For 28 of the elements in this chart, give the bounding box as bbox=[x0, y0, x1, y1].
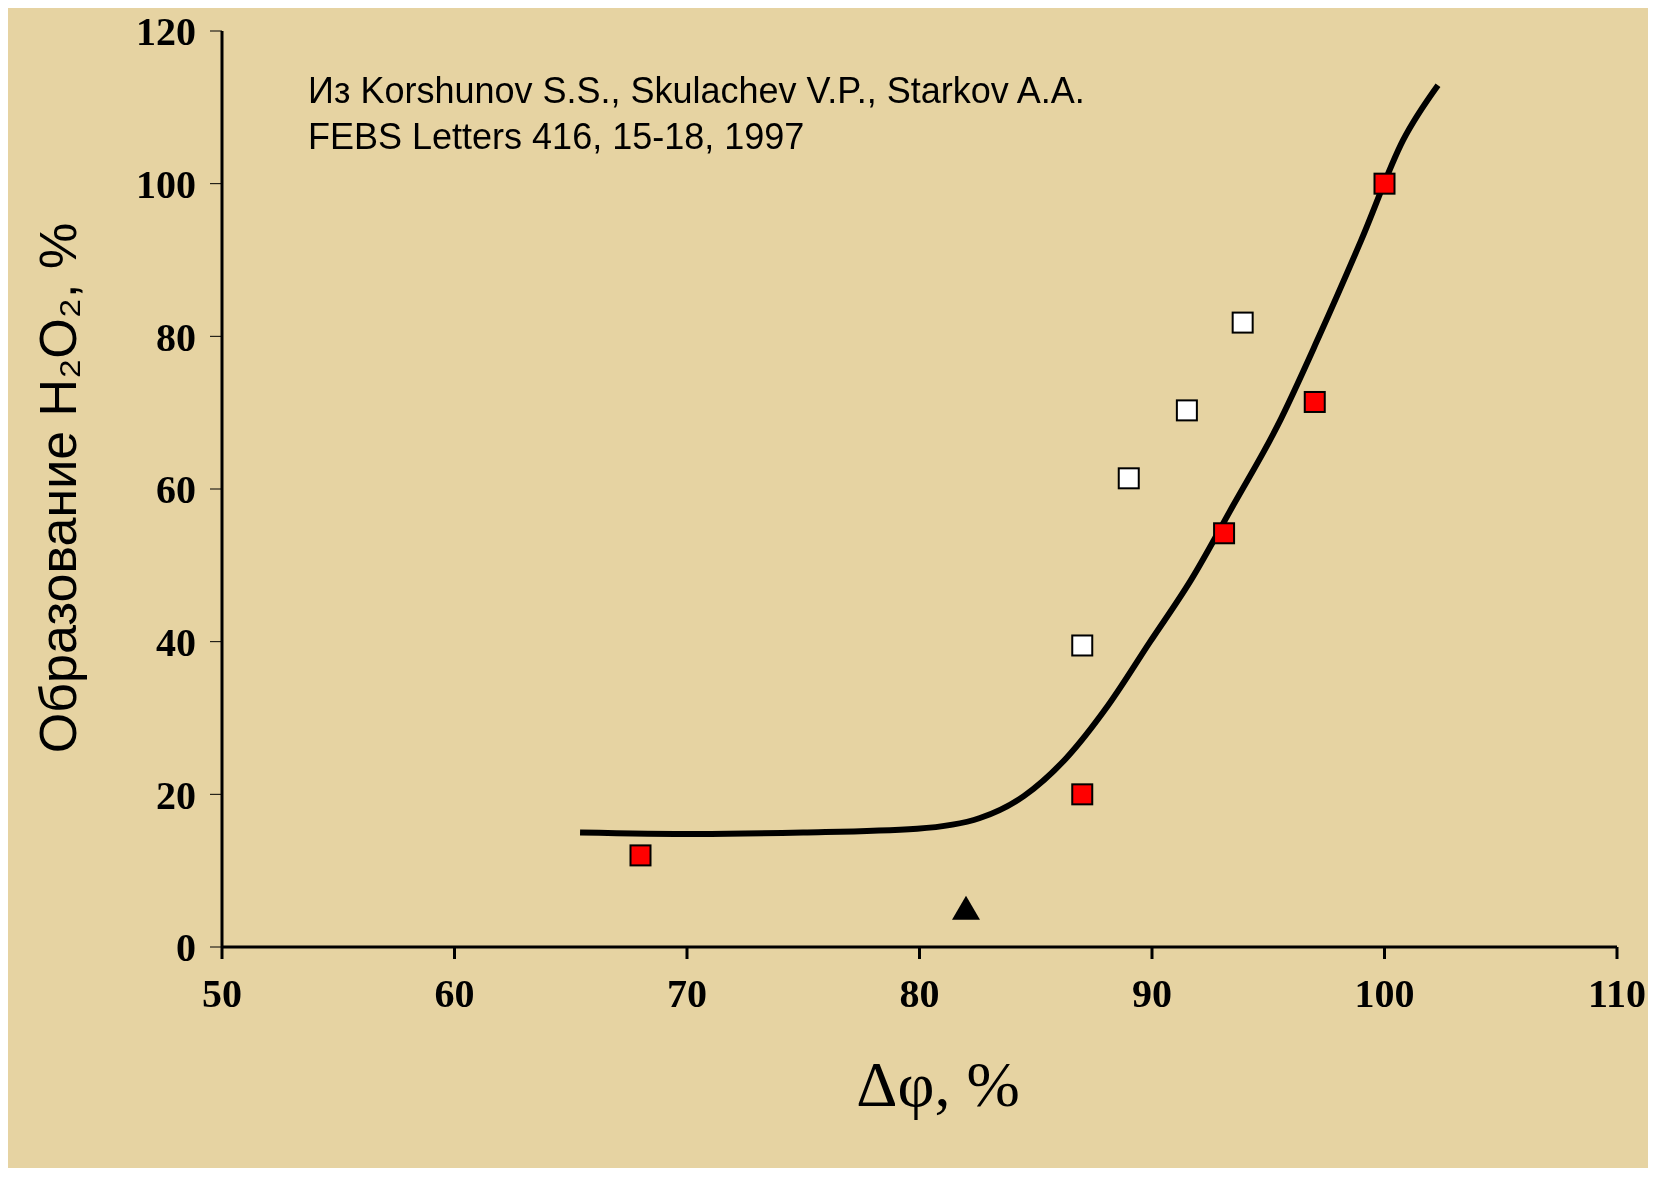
y-tick-label: 20 bbox=[156, 772, 196, 818]
point bbox=[1175, 399, 1198, 422]
x-tick-label: 60 bbox=[434, 971, 475, 1017]
point bbox=[1303, 390, 1326, 413]
point bbox=[629, 844, 652, 867]
x-tick-label: 80 bbox=[899, 971, 940, 1017]
y-tick-label: 100 bbox=[136, 161, 196, 207]
point bbox=[1071, 783, 1094, 806]
annotation: FEBS Letters 416, 15-18, 1997 bbox=[308, 115, 806, 159]
x-tick-label: 70 bbox=[667, 971, 707, 1017]
point bbox=[1231, 311, 1254, 334]
x-tick-label: 110 bbox=[1588, 971, 1646, 1017]
annotation: Из Korshunov S.S., Skulachev V.P., Starkov A.A. bbox=[308, 69, 1085, 113]
y-tick-label: 120 bbox=[136, 9, 196, 55]
x-tick-label: 90 bbox=[1132, 971, 1172, 1017]
x-tick-label: 50 bbox=[202, 971, 242, 1017]
point bbox=[1117, 467, 1140, 490]
y-tick-label: 80 bbox=[156, 314, 196, 360]
point bbox=[952, 895, 980, 920]
x-axis-title: Δφ, % bbox=[855, 1048, 1021, 1122]
y-tick-label: 60 bbox=[156, 467, 196, 513]
y-axis-title: Образование H₂O₂, % bbox=[28, 222, 88, 754]
y-tick-label: 0 bbox=[176, 925, 196, 971]
x-tick-label: 100 bbox=[1354, 971, 1415, 1017]
point bbox=[1071, 634, 1094, 657]
y-tick-label: 40 bbox=[156, 619, 196, 665]
point bbox=[1213, 522, 1236, 545]
point bbox=[1373, 172, 1396, 195]
